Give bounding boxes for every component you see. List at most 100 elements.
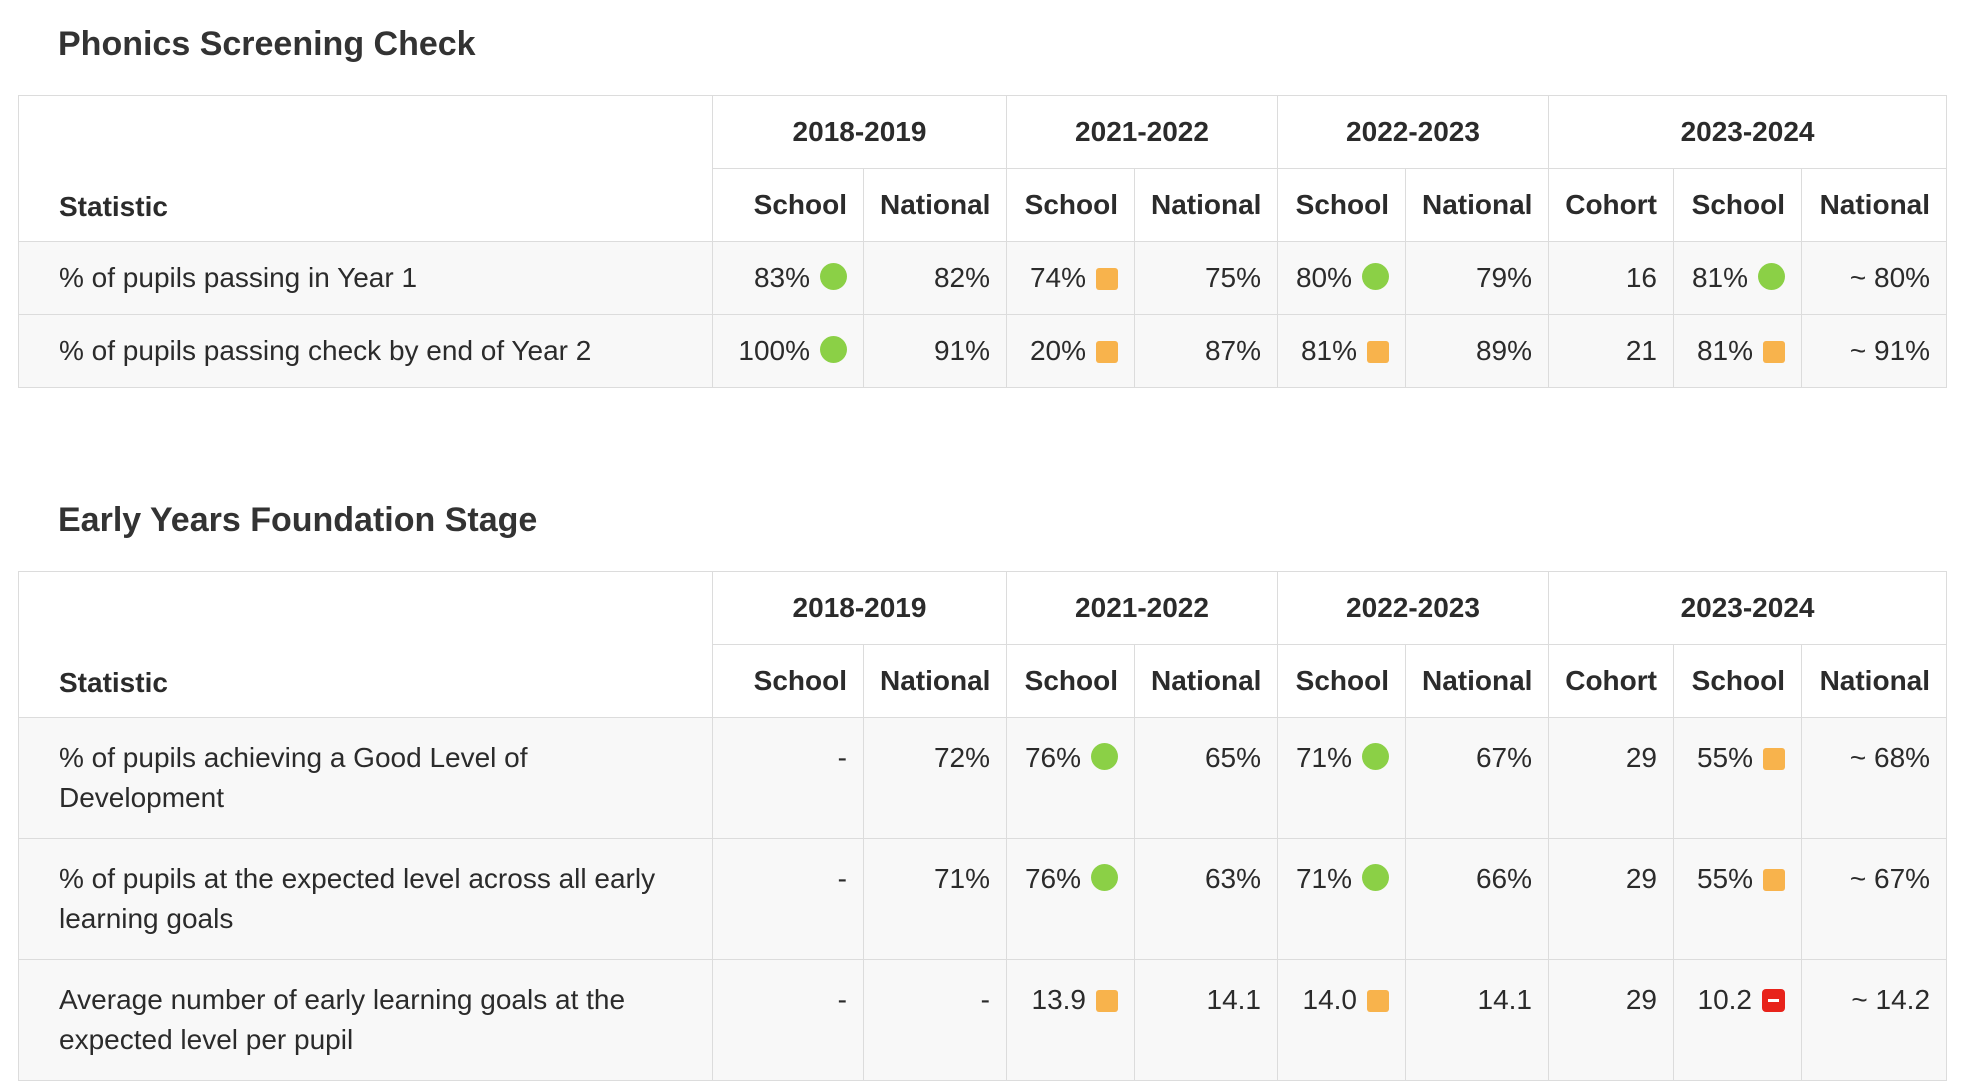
green-indicator-icon [1362, 263, 1389, 290]
year-header: 2021-2022 [1006, 571, 1278, 645]
value-cell: 10.2 [1673, 959, 1802, 1081]
column-header: School [1006, 644, 1135, 718]
value-cell: 55% [1673, 838, 1802, 960]
value-cell: 81% [1673, 314, 1802, 388]
value-text: 20% [1029, 335, 1086, 366]
statistic-label: % of pupils at the expected level across… [18, 838, 713, 960]
value-cell: 29 [1548, 838, 1674, 960]
value-text: - [837, 742, 847, 773]
column-header: National [1800, 644, 1948, 718]
value-cell: 71% [1277, 717, 1406, 839]
value-text: 55% [1696, 863, 1753, 894]
column-header: School [1277, 644, 1406, 718]
value-cell: 75% [1134, 241, 1278, 315]
value-text: - [837, 984, 847, 1015]
year-header: 2022-2023 [1277, 571, 1549, 645]
green-indicator-icon [820, 336, 847, 363]
value-cell: 71% [1277, 838, 1406, 960]
green-indicator-icon [1758, 263, 1785, 290]
column-header: National [1134, 644, 1278, 718]
table-row: % of pupils passing check by end of Year… [18, 314, 1948, 388]
value-text: 82% [933, 262, 990, 293]
column-header: National [863, 168, 1007, 242]
value-text: 75% [1204, 262, 1261, 293]
column-header: National [1405, 168, 1549, 242]
eyfs-table: Statistic 2018-2019 2021-2022 2022-2023 … [18, 571, 1948, 1081]
statistic-label: % of pupils passing check by end of Year… [18, 314, 713, 388]
value-text: 87% [1204, 335, 1261, 366]
table-row: % of pupils at the expected level across… [18, 838, 1948, 960]
value-text: 83% [753, 262, 810, 293]
green-indicator-icon [820, 263, 847, 290]
column-header: School [1006, 168, 1135, 242]
column-header: National [1405, 644, 1549, 718]
value-cell: 29 [1548, 959, 1674, 1081]
year-header: 2023-2024 [1547, 571, 1948, 645]
value-text: 29 [1625, 863, 1657, 894]
green-indicator-icon [1362, 743, 1389, 770]
value-cell: 89% [1405, 314, 1549, 388]
red-indicator-icon [1762, 989, 1785, 1012]
value-cell: 21 [1548, 314, 1674, 388]
year-header: 2021-2022 [1006, 95, 1278, 169]
value-text: 67% [1475, 742, 1532, 773]
value-text: 14.0 [1302, 984, 1358, 1015]
green-indicator-icon [1091, 743, 1118, 770]
value-cell: 80% [1277, 241, 1406, 315]
value-cell: 76% [1006, 717, 1135, 839]
value-text: ~ 14.2 [1851, 984, 1931, 1015]
value-text: 63% [1204, 863, 1261, 894]
eyfs-section: Early Years Foundation Stage Statistic 2… [18, 500, 1948, 1081]
column-header: National [1800, 168, 1948, 242]
section-title: Phonics Screening Check [58, 25, 476, 63]
value-cell: 83% [712, 241, 864, 315]
amber-indicator-icon [1763, 869, 1785, 891]
value-cell: ~ 80% [1800, 241, 1948, 315]
value-text: 65% [1204, 742, 1261, 773]
value-text: 100% [738, 335, 810, 366]
value-cell: 65% [1134, 717, 1278, 839]
value-text: 55% [1696, 742, 1753, 773]
value-cell: 29 [1548, 717, 1674, 839]
table-row: Average number of early learning goals a… [18, 959, 1948, 1081]
value-cell: ~ 67% [1800, 838, 1948, 960]
year-header: 2018-2019 [712, 571, 1007, 645]
value-cell: 81% [1277, 314, 1406, 388]
value-text: 81% [1691, 262, 1748, 293]
value-cell: 87% [1134, 314, 1278, 388]
value-text: 71% [933, 863, 990, 894]
value-text: 91% [933, 335, 990, 366]
year-header: 2022-2023 [1277, 95, 1549, 169]
section-title: Early Years Foundation Stage [58, 501, 538, 539]
value-cell: 55% [1673, 717, 1802, 839]
value-cell: 67% [1405, 717, 1549, 839]
value-text: 79% [1475, 262, 1532, 293]
value-cell: 14.1 [1405, 959, 1549, 1081]
phonics-table: Statistic 2018-2019 2021-2022 2022-2023 … [18, 95, 1948, 388]
column-header: School [1673, 644, 1802, 718]
table-row: % of pupils passing in Year 1 83% 82% 74% 75… [18, 241, 1948, 315]
value-text: ~ 68% [1849, 742, 1931, 773]
value-text: 76% [1024, 863, 1081, 894]
green-indicator-icon [1091, 864, 1118, 891]
value-text: ~ 91% [1849, 335, 1931, 366]
value-text: 14.1 [1477, 984, 1533, 1015]
value-text: 21 [1625, 335, 1657, 366]
value-cell: 100% [712, 314, 864, 388]
value-cell: - [712, 717, 864, 839]
value-cell: 82% [863, 241, 1007, 315]
column-header: School [1277, 168, 1406, 242]
statistic-label: Average number of early learning goals a… [18, 959, 713, 1081]
value-text: 74% [1029, 262, 1086, 293]
value-cell: 13.9 [1006, 959, 1135, 1081]
column-header: National [1134, 168, 1278, 242]
amber-indicator-icon [1367, 990, 1389, 1012]
value-cell: 63% [1134, 838, 1278, 960]
year-header: 2023-2024 [1547, 95, 1948, 169]
column-header: Cohort [1548, 168, 1674, 242]
column-header: National [863, 644, 1007, 718]
value-cell: ~ 14.2 [1800, 959, 1948, 1081]
value-text: 16 [1625, 262, 1657, 293]
value-text: 29 [1625, 984, 1657, 1015]
table-row: % of pupils achieving a Good Level of De… [18, 717, 1948, 839]
